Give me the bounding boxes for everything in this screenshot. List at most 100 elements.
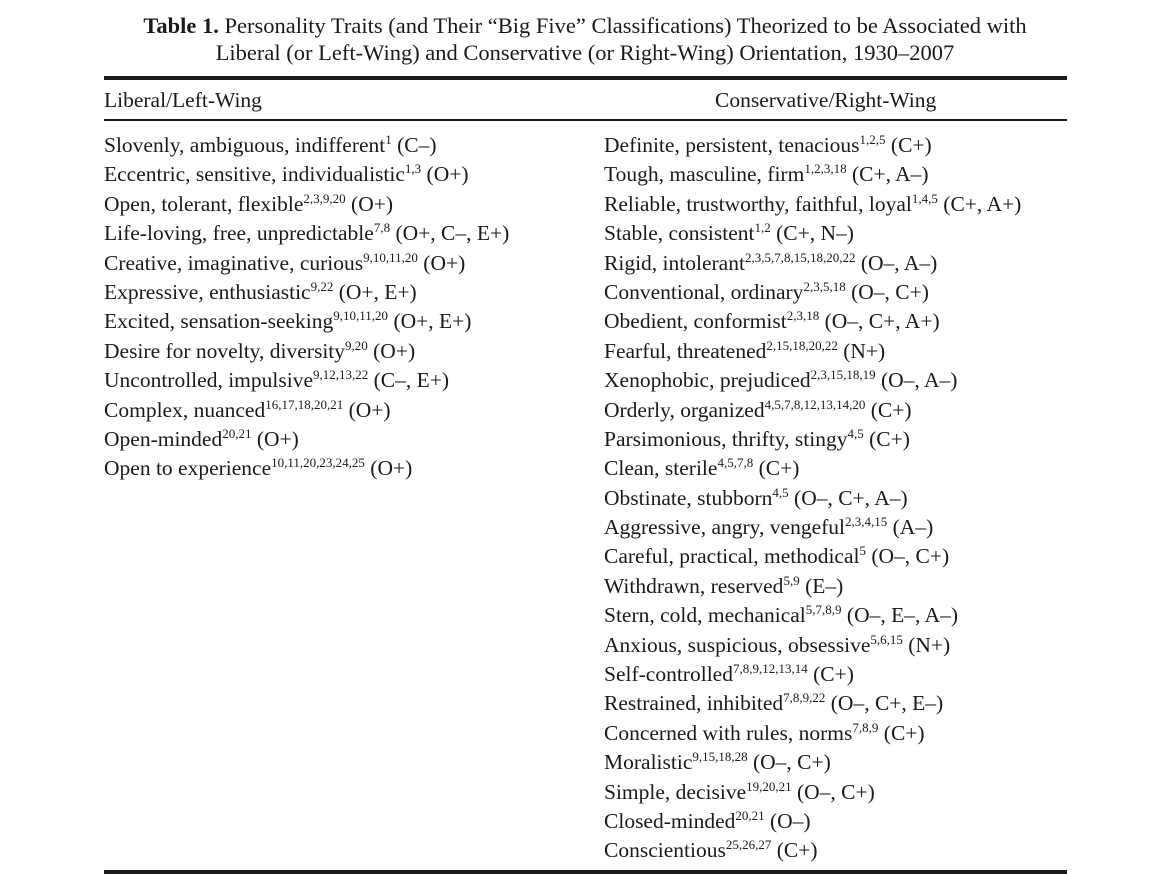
conservative-trait-row: Parsimonious, thrifty, stingy4,5 (C+) [604,425,1021,454]
trait-text: Orderly, organized [604,397,765,422]
trait-text: Conscientious [604,838,726,863]
big-five-classification: (O–, C+) [753,750,831,775]
big-five-classification: (N+) [843,338,886,363]
reference-superscript: 4,5,7,8 [717,455,754,471]
reference-superscript: 1,3 [404,161,422,177]
reference-superscript: 5,6,15 [870,631,903,647]
conservative-trait-row: Concerned with rules, norms7,8,9 (C+) [604,719,1021,748]
big-five-classification: (C+) [890,133,932,157]
table-top-rule [104,76,1067,80]
conservative-trait-row: Withdrawn, reserved5,9 (E–) [604,572,1021,601]
trait-text: Slovenly, ambiguous, indifferent [104,133,386,157]
trait-text: Simple, decisive [604,779,747,804]
trait-text: Definite, persistent, tenacious [604,133,860,157]
big-five-classification: (O+) [426,162,469,187]
reference-superscript: 16,17,18,20,21 [265,396,344,412]
reference-superscript: 7,8,9 [852,720,879,736]
big-five-classification: (C+, N–) [776,221,854,246]
trait-text: Obedient, conformist [604,309,787,334]
big-five-classification: (C+) [883,720,925,745]
liberal-trait-row: Open, tolerant, flexible2,3,9,20 (O+) [104,190,509,219]
liberal-trait-list: Slovenly, ambiguous, indifferent1 (C–) Ec… [104,131,509,484]
reference-superscript: 7,8 [373,220,391,236]
column-header-conservative: Conservative/Right-Wing [715,88,937,112]
big-five-classification: (O–, C+) [797,779,875,804]
trait-text: Complex, nuanced [104,397,266,422]
conservative-trait-row: Careful, practical, methodical5 (O–, C+) [604,542,1021,571]
trait-text: Rigid, intolerant [604,250,745,275]
trait-text: Closed-minded [604,808,736,833]
conservative-trait-row: Definite, persistent, tenacious1,2,5 (C+… [604,131,1021,160]
trait-text: Obstinate, stubborn [604,485,773,510]
trait-text: Clean, sterile [604,456,718,481]
conservative-trait-row: Stern, cold, mechanical5,7,8,9 (O–, E–, … [604,601,1021,630]
big-five-classification: (O–, C+) [871,544,950,569]
reference-superscript: 19,20,21 [746,778,792,794]
conservative-trait-row: Self-controlled7,8,9,12,13,14 (C+) [604,660,1021,689]
trait-text: Conventional, ordinary [604,279,804,304]
reference-superscript: 5,7,8,9 [805,602,842,618]
trait-text: Expressive, enthusiastic [104,279,311,304]
reference-superscript: 2,3,15,18,19 [810,367,876,383]
conservative-trait-row: Moralistic9,15,18,28 (O–, C+) [604,748,1021,777]
reference-superscript: 5 [859,543,867,559]
big-five-classification: (O+) [256,426,299,451]
caption-line-1: Table 1. Personality Traits (and Their “… [0,12,1150,39]
big-five-classification: (O–, C+) [851,279,929,304]
big-five-classification: (E–) [805,573,844,598]
big-five-classification: (O–, C+, A+) [824,309,940,334]
reference-superscript: 25,26,27 [725,837,772,853]
conservative-trait-row: Closed-minded20,21 (O–) [604,807,1021,836]
big-five-classification: (O–, A–) [880,368,958,393]
big-five-classification: (C–) [397,133,437,157]
reference-superscript: 2,3,5,18 [803,279,846,295]
caption-title-part-1: Personality Traits (and Their “Big Five”… [224,13,1027,38]
trait-text: Open to experience [104,456,272,481]
liberal-trait-row: Desire for novelty, diversity9,20 (O+) [104,337,509,366]
reference-superscript: 7,8,9,22 [783,690,826,706]
reference-superscript: 1,2,5 [859,132,886,148]
big-five-classification: (O+) [373,338,416,363]
reference-superscript: 2,3,4,15 [845,514,888,530]
reference-superscript: 20,21 [735,808,765,824]
reference-superscript: 4,5,7,8,12,13,14,20 [764,396,866,412]
conservative-trait-row: Anxious, suspicious, obsessive5,6,15 (N+… [604,631,1021,660]
table-bottom-rule [104,870,1067,874]
conservative-trait-row: Reliable, trustworthy, faithful, loyal1,… [604,190,1021,219]
trait-text: Moralistic [604,750,693,775]
trait-text: Restrained, inhibited [604,691,784,716]
reference-superscript: 2,3,5,7,8,15,18,20,22 [744,249,856,265]
reference-superscript: 2,3,18 [786,308,820,324]
trait-text: Reliable, trustworthy, faithful, loyal [604,191,912,216]
reference-superscript: 20,21 [222,426,252,442]
big-five-classification: (O+) [370,456,413,481]
trait-text: Open-minded [104,426,223,451]
reference-superscript: 2,3,9,20 [303,190,346,206]
conservative-trait-row: Simple, decisive19,20,21 (O–, C+) [604,778,1021,807]
big-five-classification: (O+, E+) [393,309,472,334]
big-five-classification: (A–) [892,515,934,540]
big-five-classification: (N+) [908,632,951,657]
trait-text: Stable, consistent [604,221,755,246]
trait-text: Tough, masculine, firm [604,162,805,187]
conservative-trait-row: Obedient, conformist2,3,18 (O–, C+, A+) [604,307,1021,336]
big-five-classification: (O–, C+, E–) [830,691,944,716]
trait-text: Open, tolerant, flexible [104,191,304,216]
trait-text: Concerned with rules, norms [604,720,853,745]
trait-text: Excited, sensation-seeking [104,309,334,334]
conservative-trait-row: Restrained, inhibited7,8,9,22 (O–, C+, E… [604,689,1021,718]
liberal-trait-row: Open to experience10,11,20,23,24,25 (O+) [104,454,509,483]
big-five-classification: (C+, A–) [851,162,929,187]
reference-superscript: 7,8,9,12,13,14 [732,661,808,677]
conservative-trait-row: Stable, consistent1,2 (C+, N–) [604,219,1021,248]
big-five-classification: (C–, E+) [373,368,450,393]
liberal-trait-row: Excited, sensation-seeking9,10,11,20 (O+… [104,307,509,336]
conservative-trait-row: Fearful, threatened2,15,18,20,22 (N+) [604,337,1021,366]
trait-text: Uncontrolled, impulsive [104,368,313,393]
reference-superscript: 9,22 [310,279,334,295]
big-five-classification: (O+) [423,250,466,275]
conservative-trait-row: Clean, sterile4,5,7,8 (C+) [604,454,1021,483]
reference-superscript: 2,15,18,20,22 [766,337,838,353]
trait-text: Withdrawn, reserved [604,573,784,598]
reference-superscript: 9,10,11,20 [333,308,389,324]
